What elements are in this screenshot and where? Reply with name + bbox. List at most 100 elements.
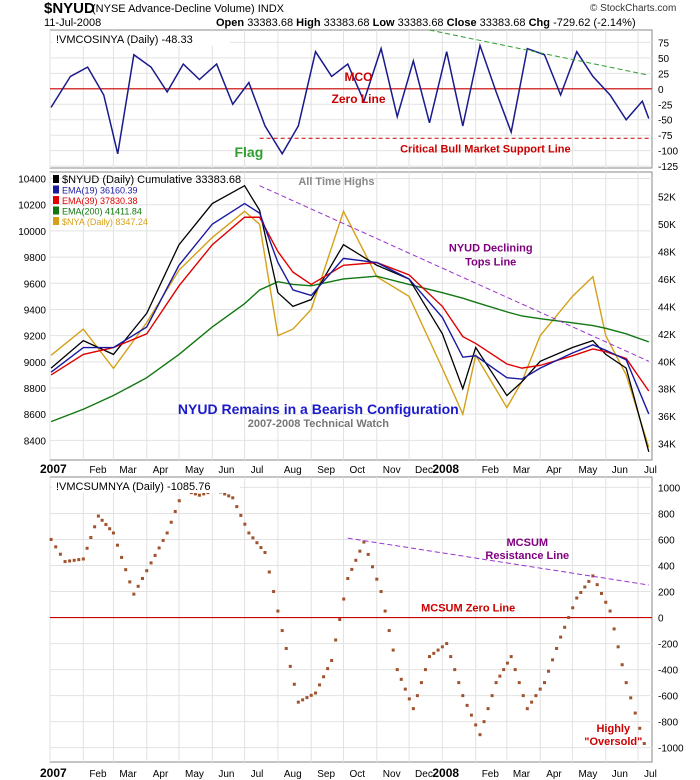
mcsum-point <box>599 591 603 595</box>
mcsum-point <box>272 590 276 594</box>
declining-tops-label-2: Tops Line <box>465 257 516 269</box>
mcsum-point <box>301 698 305 702</box>
mcsum-point <box>453 668 457 672</box>
mcsum-point <box>108 527 112 531</box>
mcsum-point <box>517 681 521 685</box>
mcsum-y-tick: -1000 <box>658 744 684 755</box>
mcsum-point <box>571 606 575 610</box>
mcsum-point <box>482 720 486 724</box>
mcsum-point <box>197 493 201 497</box>
mcsum-point <box>379 590 383 594</box>
mcsum-point <box>93 525 97 529</box>
mcsum-point <box>267 570 271 574</box>
nyud-right-y-tick: 52K <box>658 193 676 204</box>
x-tick-label: 2008 <box>432 462 459 476</box>
mcsum-point <box>326 667 330 671</box>
x-tick-label: Feb <box>89 769 107 780</box>
mcsum-point <box>338 618 342 621</box>
mcsum-y-tick: 800 <box>658 509 675 520</box>
symbol-title: $NYUD <box>44 0 95 17</box>
nyud-right-y-tick: 46K <box>658 275 676 286</box>
mcsum-point <box>624 681 628 685</box>
mcsum-point <box>469 713 473 717</box>
mcsum-point <box>145 569 149 573</box>
mcsum-point <box>193 492 197 496</box>
x-tick-label: Nov <box>383 465 401 476</box>
mcsum-point <box>366 552 370 556</box>
mcsum-point <box>478 733 482 737</box>
mcsum-point <box>85 546 89 550</box>
mcsum-point <box>362 540 366 544</box>
mco-legend: !VMCOSINYA (Daily) -48.33 <box>56 34 193 46</box>
mcsum-point <box>642 742 646 746</box>
nyud-title: NYUD Remains in a Bearish Configuration <box>178 401 459 417</box>
mcsum-point <box>427 655 431 659</box>
mcsum-point <box>494 681 498 685</box>
mcsum-point <box>231 496 235 500</box>
mcsum-legend: !VMCSUMNYA (Daily) -1085.76 <box>56 481 210 493</box>
legend-swatch-ema19 <box>53 185 59 194</box>
mcsum-point <box>346 577 350 581</box>
mcsum-resistance-label-1: MCSUM <box>507 537 549 549</box>
mcsum-point <box>239 513 243 517</box>
mcsum-point <box>54 545 58 549</box>
mcsum-point <box>530 700 534 704</box>
mcsum-point <box>223 492 227 496</box>
mcsum-point <box>161 538 165 542</box>
mcsum-point <box>513 668 517 672</box>
mcsum-point <box>432 651 436 655</box>
mcsum-point <box>591 574 595 578</box>
mcsum-point <box>350 567 354 571</box>
mcsum-legend-bg <box>52 479 240 493</box>
mcsum-point <box>251 536 255 540</box>
x-tick-label: May <box>185 769 204 780</box>
mco-flag-label: Flag <box>234 144 263 160</box>
series-line-ema19 <box>50 202 650 415</box>
mcsum-point <box>149 561 153 565</box>
mcsum-point <box>334 638 338 642</box>
mcsum-point <box>124 568 128 572</box>
mcsum-point <box>403 687 407 691</box>
mcsum-point <box>288 664 292 668</box>
mcsum-y-tick: -800 <box>658 718 678 729</box>
mcsum-point <box>358 549 362 553</box>
mcsum-point <box>505 661 509 665</box>
declining-tops-label-1: NYUD Declining <box>449 243 533 255</box>
x-tick-label: Apr <box>546 769 562 780</box>
mcsum-point <box>563 625 567 629</box>
mcsum-point <box>330 658 334 662</box>
x-tick-label: Apr <box>153 769 169 780</box>
mcsum-point <box>638 726 642 730</box>
chg-label: Chg <box>528 17 550 29</box>
mcsum-y-tick: 200 <box>658 588 675 599</box>
mcsum-point <box>89 536 93 540</box>
x-tick-label: May <box>578 465 597 476</box>
mcsum-point <box>436 648 440 652</box>
mcsum-point <box>616 645 620 649</box>
symbol-description: (NYSE Advance-Decline Volume) INDX <box>92 3 284 15</box>
x-tick-label: Dec <box>415 769 433 780</box>
mcsum-point <box>68 559 72 563</box>
x-tick-label: Sep <box>317 769 335 780</box>
mcsum-point <box>314 691 318 695</box>
mcsum-point <box>284 646 288 650</box>
mco-trendline <box>429 29 649 76</box>
x-tick-label: Oct <box>349 465 365 476</box>
mcsum-point <box>465 703 469 707</box>
nyud-subtitle: 2007-2008 Technical Watch <box>248 418 390 430</box>
mcsum-point <box>579 590 583 594</box>
mcsum-point <box>371 565 374 569</box>
mcsum-point <box>525 707 529 711</box>
mcsum-y-tick: -400 <box>658 666 678 677</box>
mcsum-trendline <box>347 537 649 586</box>
mcsum-point <box>116 543 120 547</box>
low-label: Low <box>372 17 395 29</box>
legend-swatch-ema200 <box>53 206 59 215</box>
mcsum-point <box>502 668 506 672</box>
x-tick-label: Oct <box>349 769 365 780</box>
mcsum-point <box>77 558 81 562</box>
mcsum-point <box>255 541 259 545</box>
x-tick-label: Aug <box>284 465 302 476</box>
x-tick-label: May <box>185 465 204 476</box>
